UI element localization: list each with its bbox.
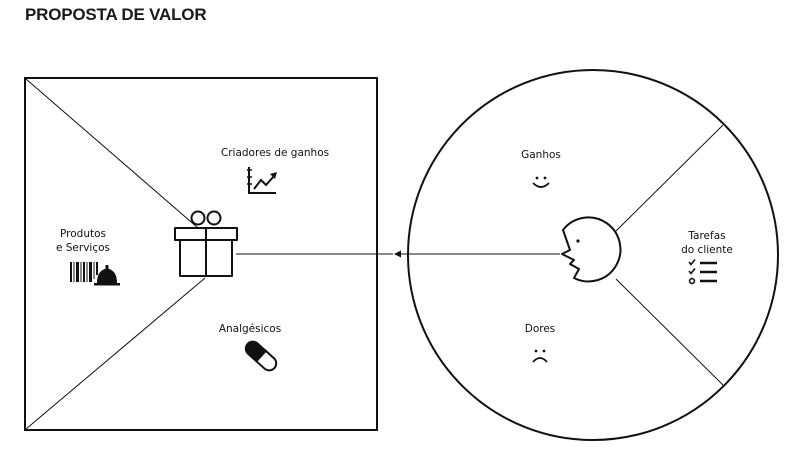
pill-capsule-icon — [244, 340, 278, 372]
growth-chart-icon — [247, 167, 277, 194]
smiley-face-icon — [532, 176, 550, 188]
value-map-divider-top — [25, 78, 206, 235]
customer-jobs-label-line1: Tarefas — [688, 230, 726, 242]
gains-label: Ganhos — [521, 149, 561, 161]
page-title: PROPOSTA DE VALOR — [25, 5, 207, 24]
customer-jobs-label: Tarefas do cliente — [672, 229, 742, 257]
customer-profile-circle — [407, 69, 779, 441]
value-map-divider-bottom — [25, 277, 206, 430]
customer-divider-top — [615, 124, 724, 232]
value-map — [24, 77, 393, 431]
barcode-and-service-bell-icon — [70, 262, 120, 286]
gift-box-icon — [174, 210, 238, 277]
pain-relievers-label: Analgésicos — [218, 323, 282, 335]
sad-face-icon — [532, 349, 548, 363]
pains-label: Dores — [524, 323, 556, 335]
gain-creators-label: Criadores de ganhos — [220, 147, 330, 159]
products-services-label-line1: Produtos — [60, 228, 106, 240]
products-services-label-line2: e Serviços — [55, 242, 111, 254]
checklist-icon — [688, 259, 717, 285]
customer-profile — [394, 69, 779, 441]
customer-divider-bottom — [615, 278, 724, 386]
products-services-label: Produtos e Serviços — [48, 227, 118, 255]
arrow-left-icon — [394, 250, 401, 258]
customer-face-icon — [561, 216, 622, 283]
customer-jobs-label-line2: do cliente — [681, 244, 733, 256]
